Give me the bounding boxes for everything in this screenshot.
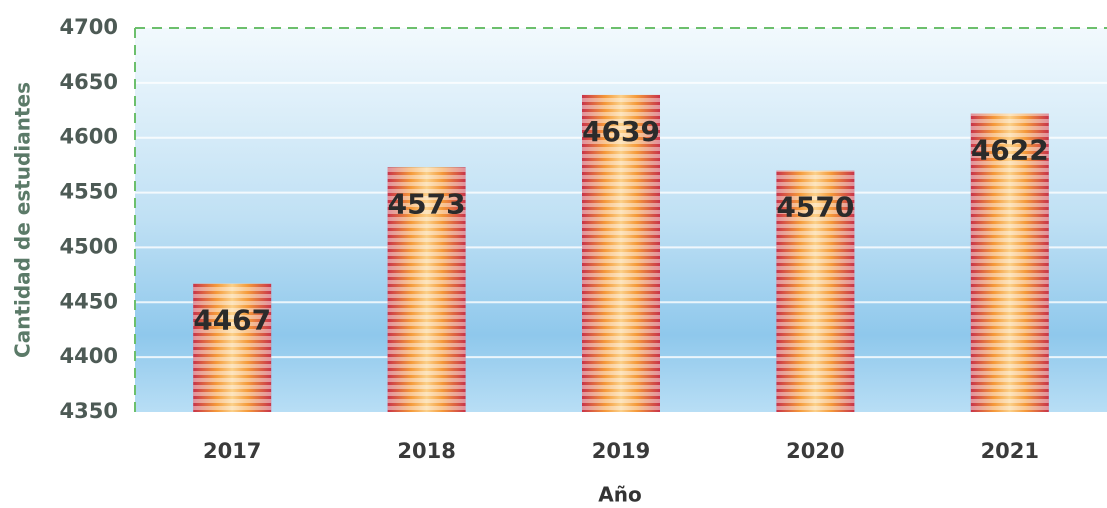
bar-stripes	[970, 113, 1049, 412]
y-tick-label: 4500	[60, 234, 118, 258]
y-tick-label: 4350	[60, 399, 118, 423]
bar-stripes	[387, 167, 466, 412]
bar-stripes	[582, 94, 660, 412]
x-tick-label: 2018	[397, 439, 455, 463]
y-tick-label: 4700	[60, 15, 118, 39]
x-axis-title: Año	[598, 483, 641, 507]
data-label: 4573	[388, 187, 466, 220]
x-tick-label: 2017	[203, 439, 261, 463]
bar-stripes	[193, 283, 272, 412]
y-tick-label: 4450	[60, 289, 118, 313]
x-tick-label: 2020	[786, 439, 844, 463]
y-tick-label: 4600	[60, 125, 118, 149]
data-label: 4570	[776, 191, 854, 224]
x-tick-label: 2021	[981, 439, 1039, 463]
y-tick-label: 4650	[60, 70, 118, 94]
data-label: 4467	[193, 304, 271, 337]
data-label: 4622	[971, 134, 1049, 167]
bar-stripes	[776, 170, 855, 412]
y-tick-label: 4550	[60, 180, 118, 204]
y-axis-title: Cantidad de estudiantes	[11, 82, 35, 358]
y-tick-label: 4400	[60, 344, 118, 368]
x-tick-label: 2019	[592, 439, 650, 463]
data-label: 4639	[582, 115, 660, 148]
